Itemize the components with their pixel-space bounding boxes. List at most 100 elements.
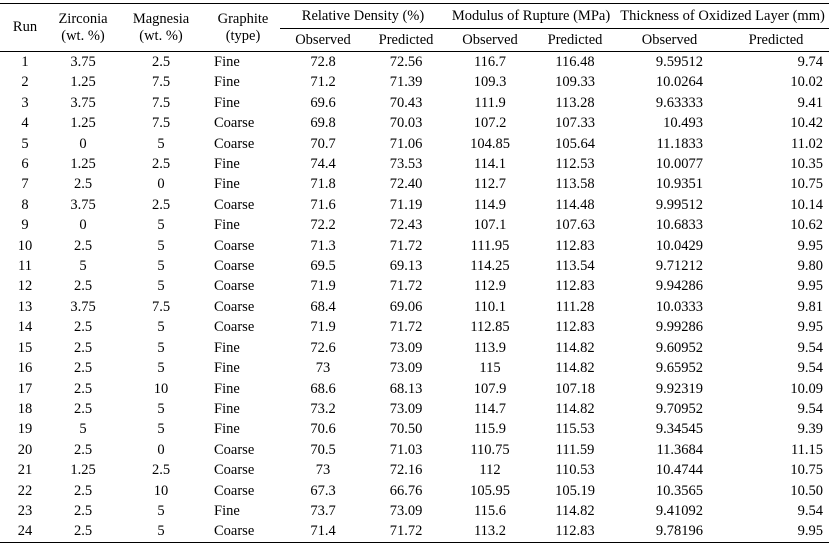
table-row: 20 2.5 0 Coarse 70.5 71.03 110.75 111.59 11.3684… [0, 440, 829, 460]
cell-zirconia: 0 [79, 135, 87, 152]
cell-density-observed: 71.3 [310, 237, 336, 254]
cell-graphite: Fine [214, 217, 240, 234]
cell-density-observed: 67.3 [310, 482, 336, 499]
cell-rupture-observed: 112.7 [473, 176, 507, 193]
cell-run: 2 [21, 74, 29, 91]
cell-density-predicted: 71.72 [366, 521, 447, 543]
cell-rupture-predicted: 114.82 [555, 360, 595, 377]
cell-rupture-observed: 114.7 [473, 400, 507, 417]
cell-run: 21 [17, 462, 33, 479]
cell-density-observed: 69.6 [310, 94, 336, 111]
cell-magnesia: 10 [153, 482, 169, 499]
cell-thickness-observed: 9.59512 [655, 54, 704, 70]
table-row: 16 2.5 5 Fine 73 73.09 115 114.82 9.65952 9.54 [0, 358, 829, 378]
cell-graphite: Fine [214, 54, 240, 70]
cell-graphite: Coarse [214, 237, 255, 254]
cell-density-predicted: 71.72 [389, 278, 423, 295]
cell-zirconia: 0 [79, 217, 87, 234]
cell-graphite: Fine [214, 502, 240, 519]
cell-density-observed: 68.6 [310, 380, 336, 397]
cell-rupture-observed: 111.95 [470, 237, 510, 254]
cell-graphite: Coarse [214, 135, 255, 152]
cell-thickness-observed: 11.3684 [656, 441, 704, 458]
header-zirconia: Zirconia (wt. %) [50, 3, 116, 52]
cell-rupture-predicted: 111.59 [555, 441, 595, 458]
table-row: 12 2.5 5 Coarse 71.9 71.72 112.9 112.83 9.94286 9… [0, 276, 829, 296]
header-thickness-oxidized: Thickness of Oxidized Layer (mm) [616, 3, 829, 29]
table-row: 11 5 5 Coarse 69.5 69.13 114.25 113.54 9.71212 9.… [0, 256, 829, 276]
table-header: Run Zirconia (wt. %) Magnesia (wt. %) Gr… [0, 3, 829, 52]
cell-thickness-predicted: 9.80 [797, 258, 824, 275]
cell-thickness-predicted: 9.54 [797, 360, 824, 377]
cell-run: 20 [17, 441, 33, 458]
header-density-observed: Observed [280, 28, 366, 52]
header-zirconia-label: Zirconia [58, 10, 108, 27]
header-rupture-predicted: Predicted [534, 28, 617, 52]
cell-run: 1 [21, 54, 29, 70]
cell-density-observed: 69.5 [310, 258, 336, 275]
cell-zirconia: 3.75 [70, 54, 96, 70]
cell-density-predicted: 71.03 [389, 441, 423, 458]
cell-magnesia: 5 [157, 217, 165, 234]
cell-rupture-predicted: 116.48 [555, 54, 595, 70]
cell-thickness-predicted: 10.35 [790, 156, 824, 173]
header-graphite: Graphite (type) [206, 3, 280, 52]
cell-graphite: Coarse [214, 115, 255, 132]
cell-density-observed: 71.9 [310, 278, 336, 295]
header-rupture-observed: Observed [446, 28, 535, 52]
cell-thickness-predicted: 11.02 [790, 135, 824, 152]
table-row: 8 3.75 2.5 Coarse 71.6 71.19 114.9 114.48 9.9951… [0, 195, 829, 215]
cell-rupture-predicted: 113.28 [555, 94, 595, 111]
cell-thickness-predicted: 10.09 [790, 380, 824, 397]
cell-zirconia: 2.5 [73, 502, 93, 519]
cell-density-observed: 71.8 [310, 176, 336, 193]
cell-graphite: Coarse [214, 196, 255, 213]
cell-run: 13 [17, 298, 33, 315]
cell-thickness-predicted: 9.54 [797, 339, 824, 356]
cell-magnesia: 7.5 [151, 74, 171, 91]
cell-thickness-predicted: 9.81 [797, 298, 824, 315]
cell-zirconia: 1.25 [70, 156, 96, 173]
table-row: 23 2.5 5 Fine 73.7 73.09 115.6 114.82 9.41092 9.5… [0, 501, 829, 521]
table-row: 3 3.75 7.5 Fine 69.6 70.43 111.9 113.28 9.63333 9… [0, 93, 829, 113]
cell-run: 18 [17, 400, 33, 417]
cell-density-predicted: 73.09 [389, 339, 423, 356]
cell-density-predicted: 71.72 [389, 237, 423, 254]
cell-rupture-predicted: 115.53 [555, 421, 595, 438]
cell-rupture-predicted: 114.82 [555, 400, 595, 417]
cell-thickness-observed: 10.9351 [655, 176, 704, 193]
cell-thickness-observed: 10.0264 [655, 74, 704, 91]
cell-rupture-predicted: 105.64 [555, 135, 595, 152]
cell-density-observed: 69.8 [310, 115, 336, 132]
cell-graphite: Fine [214, 156, 240, 173]
cell-magnesia: 5 [157, 237, 165, 254]
header-zirconia-unit: (wt. %) [61, 27, 105, 44]
cell-run: 3 [21, 94, 29, 111]
cell-rupture-observed: 113.2 [446, 521, 535, 543]
cell-density-predicted: 73.09 [389, 360, 423, 377]
cell-graphite: Fine [214, 380, 240, 397]
cell-magnesia: 2.5 [151, 196, 171, 213]
cell-density-predicted: 72.43 [389, 217, 423, 234]
cell-rupture-observed: 110.75 [470, 441, 510, 458]
cell-thickness-predicted: 9.41 [797, 94, 824, 111]
cell-rupture-predicted: 107.33 [555, 115, 595, 132]
cell-run: 12 [17, 278, 33, 295]
cell-rupture-observed: 112.85 [470, 319, 510, 336]
table-row: 1 3.75 2.5 Fine 72.8 72.56 116.7 116.48 9.59512 9… [0, 52, 829, 73]
cell-rupture-predicted: 111.28 [555, 298, 595, 315]
cell-density-observed: 70.7 [310, 135, 336, 152]
cell-magnesia: 5 [157, 421, 165, 438]
cell-thickness-predicted: 10.42 [790, 115, 824, 132]
cell-graphite: Fine [214, 176, 240, 193]
cell-magnesia: 5 [157, 400, 165, 417]
cell-rupture-observed: 109.3 [473, 74, 507, 91]
cell-rupture-observed: 112 [479, 462, 501, 479]
cell-zirconia: 2.5 [73, 176, 93, 193]
cell-thickness-predicted: 9.95 [797, 237, 824, 254]
cell-thickness-predicted: 10.62 [790, 217, 824, 234]
cell-zirconia: 3.75 [70, 196, 96, 213]
cell-magnesia: 7.5 [151, 298, 171, 315]
cell-zirconia: 3.75 [70, 94, 96, 111]
table-row: 24 2.5 5 Coarse 71.4 71.72 113.2 112.83 9.78196 9… [0, 521, 829, 543]
